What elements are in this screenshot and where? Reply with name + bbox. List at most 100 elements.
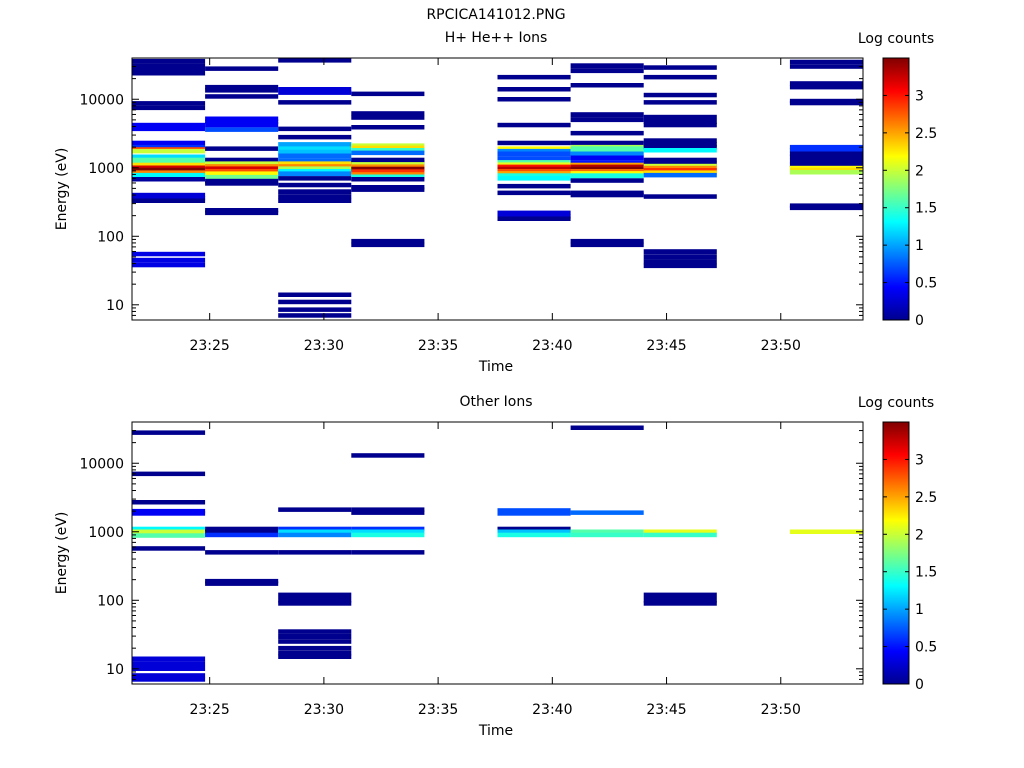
heatmap-cell [643, 529, 717, 534]
heatmap-cell [278, 146, 352, 151]
heatmap-cell [789, 59, 863, 65]
heatmap-cell [132, 122, 206, 128]
heatmap-cell [132, 661, 206, 667]
x-axis-label: Time [478, 359, 513, 375]
y-tick-label: 10000 [79, 92, 124, 108]
heatmap-cell [278, 629, 352, 634]
heatmap-cell [205, 157, 279, 163]
heatmap-cell [789, 84, 863, 90]
heatmap-cell [278, 601, 352, 606]
heatmap-cell [789, 151, 863, 156]
heatmap-cell [278, 169, 352, 174]
heatmap-cell [497, 140, 571, 146]
heatmap-cell [497, 122, 571, 128]
heatmap-cell [351, 148, 425, 153]
heatmap-cell [570, 155, 644, 161]
heatmap-cell [132, 546, 206, 551]
colorbar-label: Log counts [858, 31, 934, 47]
heatmap-cell [132, 167, 206, 173]
heatmap-cell [278, 592, 352, 598]
heatmap-cell [205, 526, 279, 532]
heatmap-cell [497, 156, 571, 162]
heatmap-cell [132, 251, 206, 257]
heatmap-cell [643, 100, 717, 105]
heatmap-cell [351, 526, 425, 532]
heatmap-cell [351, 164, 425, 169]
axes: 10 100 1000 10000 23:25 23:30 23:35 23:40 23:45 2… [79, 57, 864, 354]
heatmap-cell [643, 259, 717, 265]
heatmap-cell [643, 157, 717, 163]
heatmap-cell [132, 126, 206, 132]
heatmap-cell [278, 650, 352, 656]
y-axis-label: Energy (eV) [54, 148, 70, 231]
heatmap-cell [278, 633, 352, 640]
heatmap-cell [205, 532, 279, 538]
y-tick-label: 100 [97, 593, 124, 609]
colorbar-frame [882, 421, 910, 685]
heatmap-cell [278, 292, 352, 297]
heatmap-cell [570, 146, 644, 151]
heatmap-cell [789, 81, 863, 86]
heatmap-cell [351, 177, 425, 182]
heatmap-cell [789, 167, 863, 173]
heatmap-cell [132, 192, 206, 198]
heatmap-cell [278, 507, 352, 512]
heatmap-cell [351, 185, 425, 190]
heatmap-cell [278, 529, 352, 534]
heatmap-cell [643, 170, 717, 175]
heatmap-cell [570, 68, 644, 74]
x-tick-label: 23:30 [304, 702, 344, 718]
heatmap-cell [570, 532, 644, 538]
panel-title: H+ He++ Ions [445, 30, 548, 46]
colorbar-tick-label: 1.5 [915, 565, 937, 581]
x-tick-label: 23:30 [304, 338, 344, 354]
y-tick-label: 10 [106, 662, 124, 678]
heatmap-cell [132, 71, 206, 76]
heatmap-cell [278, 126, 352, 132]
heatmap-cell [278, 158, 352, 164]
panel-title: Other Ions [459, 394, 532, 410]
heatmap-cell [497, 176, 571, 181]
heatmap-cell [789, 100, 863, 106]
heatmap-cell [570, 510, 644, 515]
colorbar-tick-label: 2 [915, 163, 924, 179]
heatmap-cell [132, 526, 206, 532]
heatmap-cell [789, 158, 863, 164]
heatmap-cell [570, 140, 644, 146]
heatmap-cell [497, 173, 571, 178]
heatmap-cell [570, 148, 644, 154]
heatmap-cell [643, 138, 717, 143]
heatmap-cell [132, 160, 206, 165]
heatmap-cell [278, 550, 352, 555]
heatmap-cell [278, 598, 352, 603]
heatmap-cell [497, 166, 571, 172]
heatmap-cell [497, 183, 571, 189]
heatmap-cell [570, 238, 644, 244]
heatmap-cell [278, 526, 352, 532]
heatmap-cell [643, 74, 717, 80]
heatmap-cell [205, 166, 279, 171]
heatmap-cell [497, 508, 571, 513]
heatmap-cell [132, 666, 206, 671]
heatmap-cell [643, 148, 717, 153]
heatmap-cell [205, 210, 279, 216]
heatmap-cell [570, 83, 644, 88]
heatmap-cell [278, 654, 352, 659]
heatmap-cell [570, 178, 644, 183]
heatmap-cell [351, 529, 425, 534]
colorbar-tick-label: 0.5 [915, 276, 937, 292]
heatmap-cell [570, 160, 644, 165]
heatmap-cell [278, 194, 352, 199]
heatmap-cell [205, 174, 279, 180]
heatmap-cell [205, 181, 279, 186]
heatmap-cell [351, 115, 425, 120]
heatmap-cell [497, 190, 571, 196]
heatmap-cell [278, 198, 352, 203]
heatmap-cell [351, 242, 425, 248]
heatmap-cell [205, 164, 279, 169]
heatmap-cell [497, 529, 571, 534]
x-tick-label: 23:35 [418, 702, 458, 718]
heatmap-cell [643, 254, 717, 260]
x-axis-label: Time [478, 723, 513, 739]
